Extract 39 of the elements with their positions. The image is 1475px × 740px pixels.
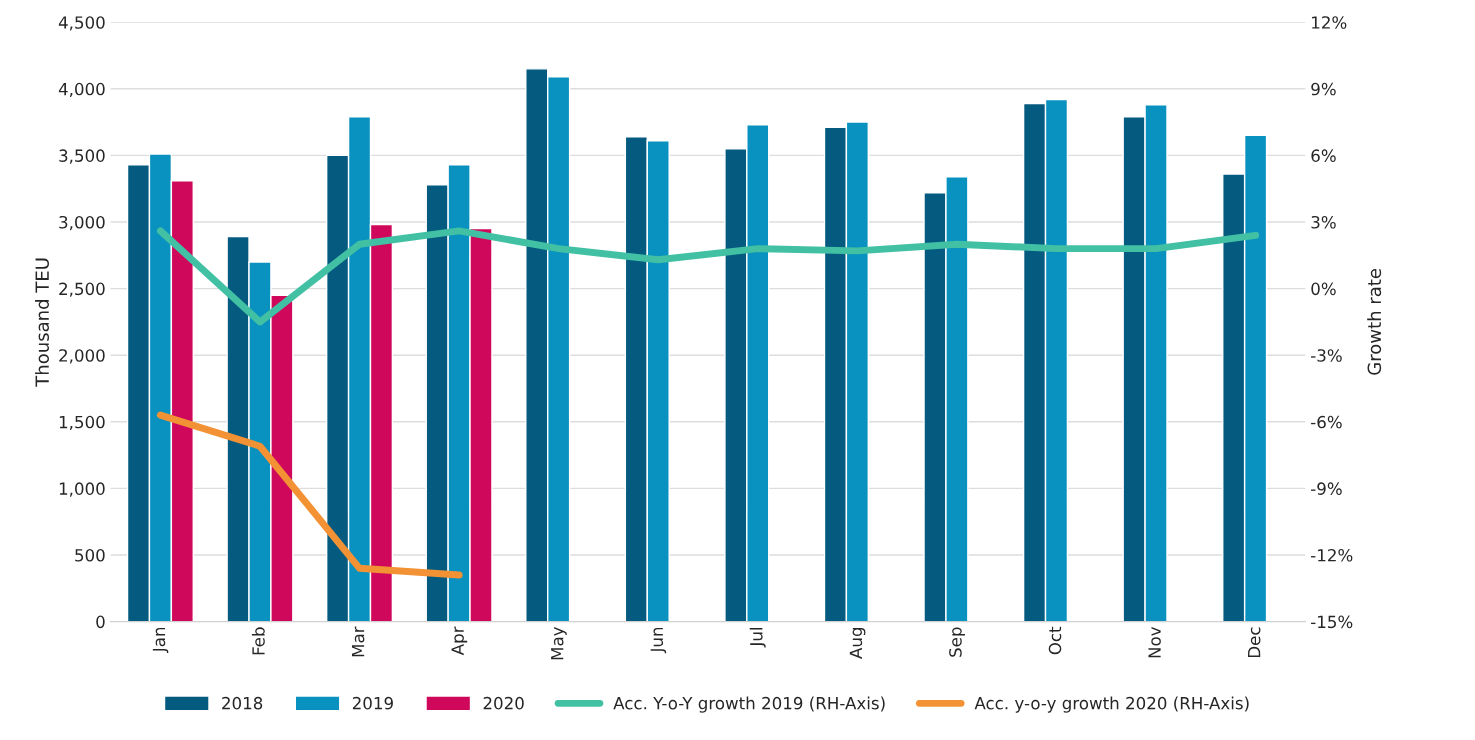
y-tick-label: 2,500 xyxy=(59,282,105,297)
x-tick-label: Jun xyxy=(650,627,667,654)
x-tick-label: Nov xyxy=(1148,626,1161,658)
x-tick-label: Jan xyxy=(152,627,169,654)
y2-tick-label: 0% xyxy=(1311,282,1336,296)
y2-tick-label: 6% xyxy=(1311,149,1336,162)
y-tick-label: 1,000 xyxy=(59,482,105,497)
legend-label: 2019 xyxy=(352,696,393,710)
y2-tick-label: -9% xyxy=(1311,482,1342,495)
x-tick-label: Aug xyxy=(849,627,866,659)
x-tick-label: Feb xyxy=(251,627,265,655)
legend-label: Acc. y-o-y growth 2020 (RH-Axis) xyxy=(974,696,1249,713)
y-tick-label: 1,500 xyxy=(59,415,105,431)
y-tick-label: 4,000 xyxy=(58,82,105,98)
x-tick-label: Apr xyxy=(451,626,468,656)
y-tick-label: 2,000 xyxy=(59,349,105,364)
y2-tick-label: -12% xyxy=(1311,548,1353,562)
x-tick-label: Oct xyxy=(1048,626,1062,655)
y2-tick-label: -3% xyxy=(1311,349,1342,362)
x-tick-label: Jul xyxy=(749,628,766,648)
y2-axis-title: Growth rate xyxy=(1367,268,1382,375)
y-tick-label: 3,000 xyxy=(59,215,105,231)
y2-tick-label: 9% xyxy=(1311,82,1336,96)
x-tick-label: May xyxy=(551,626,567,660)
y2-tick-label: -15% xyxy=(1311,615,1353,629)
y-tick-label: 4,500 xyxy=(58,16,105,31)
legend-label: 2018 xyxy=(222,696,263,710)
x-tick-label: Mar xyxy=(351,626,365,657)
legend-label: Acc. Y-o-Y growth 2019 (RH-Axis) xyxy=(613,696,885,713)
y2-tick-label: 3% xyxy=(1311,215,1336,229)
y-tick-label: 500 xyxy=(75,548,105,562)
legend-label: 2020 xyxy=(483,696,524,710)
y-tick-label: 0 xyxy=(96,615,105,629)
x-tick-label: Dec xyxy=(1248,627,1261,658)
y2-tick-label: -6% xyxy=(1311,415,1342,429)
y-axis-title: Thousand TEU xyxy=(35,258,49,387)
y2-tick-label: 12% xyxy=(1312,16,1347,29)
x-tick-label: Sep xyxy=(949,627,965,657)
y-tick-label: 3,500 xyxy=(59,149,105,164)
